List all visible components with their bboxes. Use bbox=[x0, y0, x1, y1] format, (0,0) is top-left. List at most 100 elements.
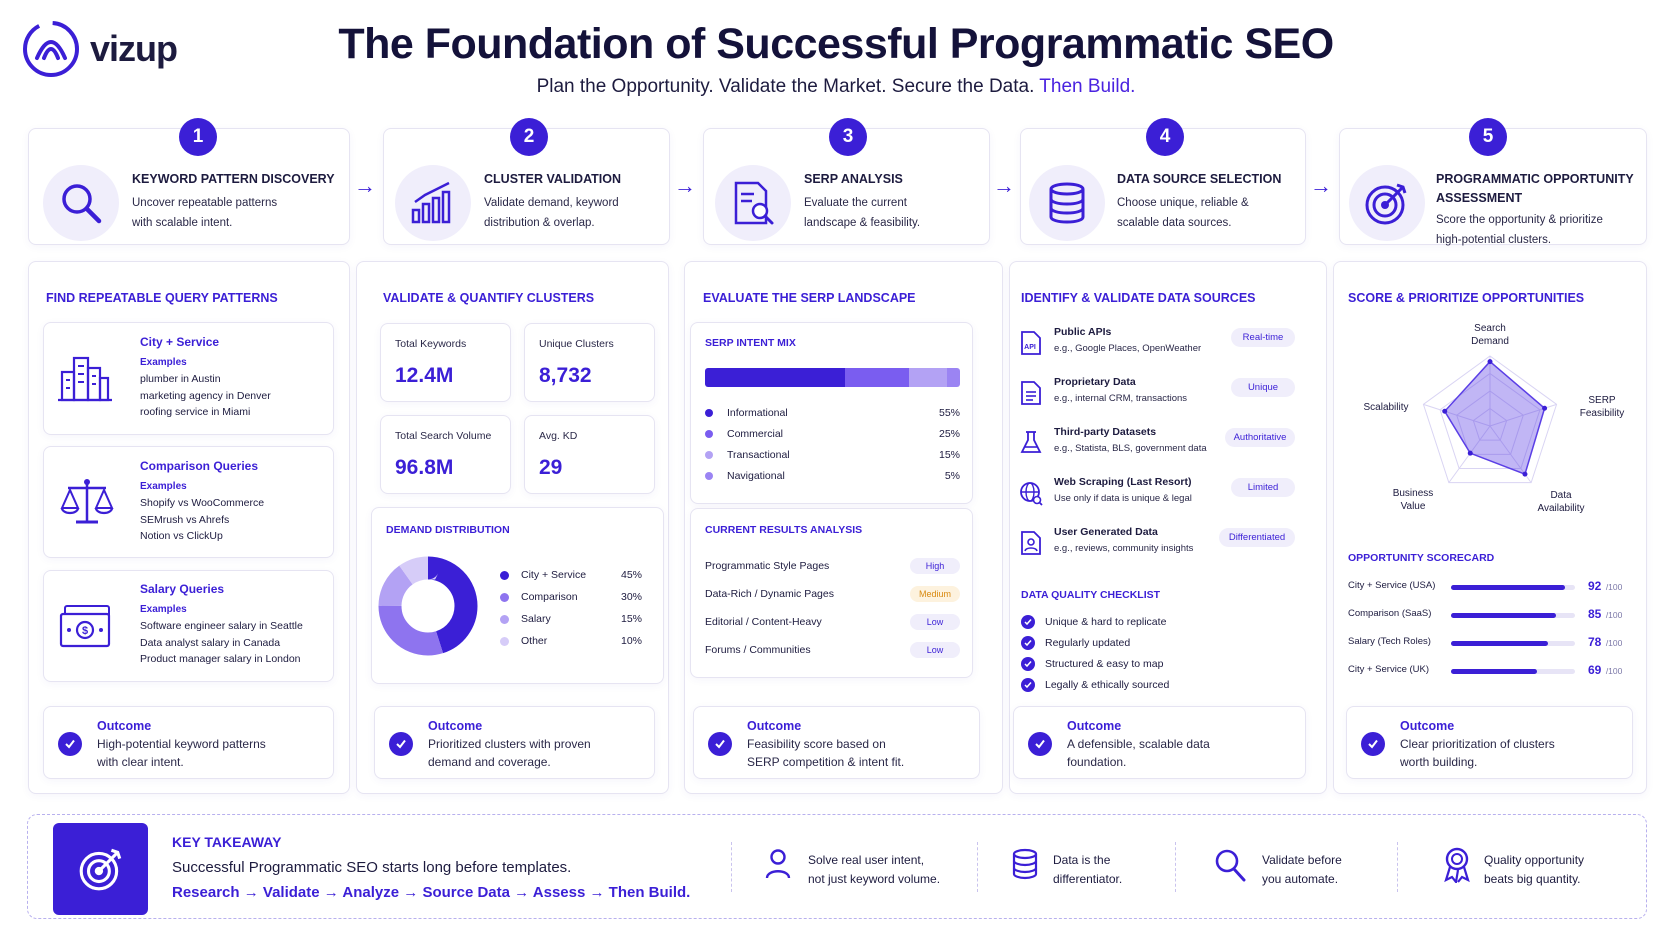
stat-label: Total Search Volume bbox=[395, 430, 492, 442]
brand[interactable]: vizup bbox=[22, 20, 178, 78]
subtitle-plain: Plan the Opportunity. Validate the Marke… bbox=[536, 76, 1035, 97]
score-fill bbox=[1451, 613, 1557, 618]
score-value: 78 bbox=[1588, 635, 1602, 649]
data-source-row[interactable]: Third-party Datasets e.g., Statista, BLS… bbox=[1019, 426, 1295, 476]
col5-heading: SCORE & PRIORITIZE OPPORTUNITIES bbox=[1348, 291, 1585, 305]
page-title: The Foundation of Successful Programmati… bbox=[338, 20, 1334, 68]
score-value-group: 85 /100 bbox=[1588, 605, 1622, 623]
legend-value: 15% bbox=[620, 613, 642, 625]
outcome-body: Outcome High-potential keyword patterns … bbox=[97, 719, 266, 771]
source-badge: Differentiated bbox=[1219, 528, 1295, 547]
serp-intent-card bbox=[690, 322, 973, 504]
examples-label: Examples bbox=[140, 357, 187, 368]
opportunity-scorecard: City + Service (USA) 92 /100 Comparison … bbox=[1348, 576, 1632, 688]
score-track bbox=[1451, 641, 1575, 646]
source-title: User Generated Data bbox=[1054, 526, 1158, 538]
radar-axis bbox=[1423, 403, 1491, 427]
step-4-text: DATA SOURCE SELECTION Choose unique, rel… bbox=[1117, 170, 1303, 233]
source-badge: Real-time bbox=[1231, 328, 1295, 347]
step-4-desc-2: scalable data sources. bbox=[1117, 217, 1232, 229]
score-label: City + Service (UK) bbox=[1348, 664, 1430, 675]
data-source-row[interactable]: Proprietary Data e.g., internal CRM, tra… bbox=[1019, 376, 1295, 426]
data-source-row[interactable]: API Public APIs e.g., Google Places, Ope… bbox=[1019, 326, 1295, 376]
step-3-title: SERP ANALYSIS bbox=[804, 172, 903, 186]
score-max: /100 bbox=[1605, 666, 1623, 676]
legend-value: 25% bbox=[938, 427, 960, 440]
outcome-body: Outcome Prioritized clusters with proven… bbox=[428, 719, 591, 771]
takeaway-item-line: Validate before bbox=[1262, 853, 1342, 867]
checklist-item: Unique & hard to replicate bbox=[1021, 611, 1169, 632]
flow-step: Assess bbox=[532, 884, 586, 901]
outcome-text: A defensible, scalable data bbox=[1067, 737, 1210, 751]
stat-value: 96.8M bbox=[395, 456, 454, 479]
scales-icon bbox=[60, 476, 114, 533]
pattern-card-comparison[interactable] bbox=[43, 446, 334, 558]
flow-arrow: → bbox=[514, 884, 530, 901]
example-line: roofing service in Miami bbox=[140, 406, 251, 418]
flow-step: Validate bbox=[262, 884, 320, 901]
pattern-card-city-service[interactable] bbox=[43, 322, 334, 435]
database-icon bbox=[1029, 165, 1105, 241]
divider bbox=[1175, 842, 1176, 892]
result-level-badge: Low bbox=[910, 642, 960, 658]
radar-point bbox=[1542, 405, 1548, 411]
col1-heading: FIND REPEATABLE QUERY PATTERNS bbox=[46, 291, 278, 305]
step-2-text: CLUSTER VALIDATION Validate demand, keyw… bbox=[484, 170, 666, 233]
arrow-right-icon: → bbox=[993, 173, 1015, 198]
step-number-1: 1 bbox=[179, 118, 217, 156]
takeaway-item-line: you automate. bbox=[1262, 872, 1339, 886]
outcome-text: Feasibility score based on bbox=[747, 737, 886, 751]
legend-item: Navigational 5% bbox=[705, 465, 960, 486]
pattern-title: City + Service bbox=[140, 335, 220, 349]
radar-grid bbox=[1456, 390, 1524, 455]
stat-value: 8,732 bbox=[539, 364, 592, 387]
takeaway-item-line: Solve real user intent, bbox=[808, 853, 925, 867]
flow-step: Analyze bbox=[342, 884, 400, 901]
user-doc-icon bbox=[1021, 531, 1041, 555]
quality-checklist: Unique & hard to replicate Regularly upd… bbox=[1021, 611, 1169, 695]
source-badge: Authoritative bbox=[1225, 428, 1295, 447]
subtitle-highlight: Then Build. bbox=[1039, 76, 1136, 97]
result-level-badge: Low bbox=[910, 614, 960, 630]
score-row: City + Service (UK) 69 /100 bbox=[1348, 660, 1632, 688]
outcome-card-4: Outcome A defensible, scalable data foun… bbox=[1013, 706, 1306, 779]
legend-item: Transactional 15% bbox=[705, 444, 960, 465]
legend-value: 10% bbox=[620, 635, 642, 647]
takeaway-item-3: Validate before you automate. bbox=[1262, 851, 1342, 889]
legend-item: Informational 55% bbox=[705, 402, 960, 423]
outcome-title: Outcome bbox=[747, 719, 802, 733]
stat-card-total-keywords: Total Keywords 12.4M bbox=[380, 323, 511, 402]
legend-label: Commercial bbox=[727, 427, 784, 440]
col2-heading: VALIDATE & QUANTIFY CLUSTERS bbox=[383, 291, 595, 305]
step-1-desc-2: with scalable intent. bbox=[132, 217, 233, 229]
outcome-card-5: Outcome Clear prioritization of clusters… bbox=[1346, 706, 1633, 779]
svg-text:$: $ bbox=[82, 625, 88, 637]
demand-heading: DEMAND DISTRIBUTION bbox=[386, 524, 510, 536]
score-value-group: 92 /100 bbox=[1588, 577, 1622, 595]
example-line: Software engineer salary in Seattle bbox=[140, 620, 303, 632]
intent-segment bbox=[705, 368, 846, 387]
outcome-text: High-potential keyword patterns bbox=[97, 737, 266, 751]
demand-legend: City + Service 45% Comparison 30% Salary 15% O… bbox=[500, 564, 642, 652]
step-5-title-2: ASSESSMENT bbox=[1436, 191, 1523, 205]
step-5-text: PROGRAMMATIC OPPORTUNITY ASSESSMENT Scor… bbox=[1436, 170, 1644, 250]
outcome-title: Outcome bbox=[1067, 719, 1122, 733]
step-3-desc-1: Evaluate the current bbox=[804, 197, 907, 209]
legend-item: Comparison 30% bbox=[500, 586, 642, 608]
pattern-comparison: Comparison Queries Examples Shopify vs W… bbox=[140, 459, 264, 545]
data-source-row[interactable]: User Generated Data e.g., reviews, commu… bbox=[1019, 526, 1295, 576]
legend-value: 30% bbox=[620, 591, 642, 603]
outcome-title: Outcome bbox=[428, 719, 483, 733]
data-source-row[interactable]: Web Scraping (Last Resort) Use only if d… bbox=[1019, 476, 1295, 526]
score-row: Salary (Tech Roles) 78 /100 bbox=[1348, 632, 1632, 660]
svg-text:API: API bbox=[1024, 344, 1036, 351]
arrow-right-icon: → bbox=[674, 173, 696, 198]
result-label: Editorial / Content-Heavy bbox=[705, 616, 822, 628]
stat-label: Avg. KD bbox=[539, 430, 578, 442]
legend-swatch bbox=[500, 636, 509, 646]
score-value: 92 bbox=[1588, 579, 1602, 593]
legend-label: Comparison bbox=[521, 591, 578, 603]
document-search-icon bbox=[715, 165, 791, 241]
step-4-desc-1: Choose unique, reliable & bbox=[1117, 197, 1249, 209]
key-takeaway-panel bbox=[27, 814, 1647, 919]
